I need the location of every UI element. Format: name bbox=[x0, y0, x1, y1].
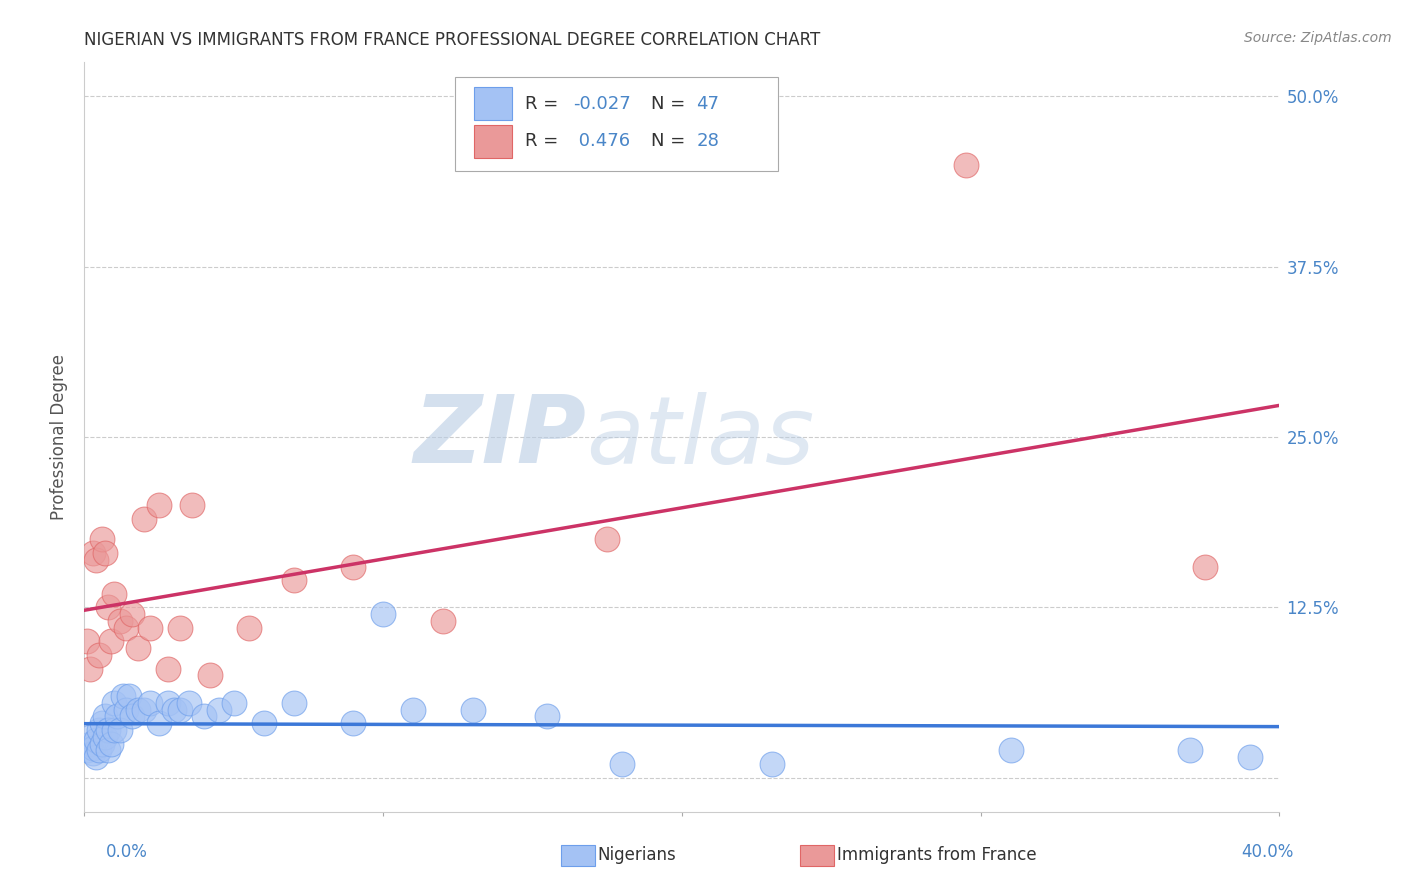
Text: N =: N = bbox=[651, 95, 690, 112]
Text: -0.027: -0.027 bbox=[574, 95, 631, 112]
Point bbox=[596, 533, 619, 547]
Point bbox=[100, 737, 122, 751]
Point bbox=[97, 723, 120, 737]
Point bbox=[110, 614, 132, 628]
Point bbox=[132, 512, 156, 526]
Point bbox=[112, 689, 135, 703]
FancyBboxPatch shape bbox=[456, 78, 778, 171]
Y-axis label: Professional Degree: Professional Degree bbox=[51, 354, 69, 520]
Point bbox=[86, 750, 108, 764]
Point bbox=[94, 730, 117, 744]
Point bbox=[536, 709, 558, 723]
Point bbox=[342, 716, 364, 731]
Point bbox=[1239, 750, 1261, 764]
Point bbox=[157, 662, 180, 676]
Point bbox=[148, 716, 170, 731]
Point bbox=[86, 552, 108, 566]
Text: R =: R = bbox=[526, 132, 564, 150]
Point bbox=[373, 607, 395, 622]
Point bbox=[103, 587, 125, 601]
Point bbox=[91, 737, 114, 751]
Point bbox=[222, 696, 245, 710]
Point bbox=[761, 757, 783, 772]
Point bbox=[91, 716, 114, 731]
Point bbox=[1000, 743, 1022, 757]
Text: R =: R = bbox=[526, 95, 564, 112]
Point bbox=[253, 716, 276, 731]
Point bbox=[208, 702, 231, 716]
Text: 0.0%: 0.0% bbox=[105, 843, 148, 861]
Point bbox=[121, 709, 143, 723]
Point bbox=[91, 533, 114, 547]
Point bbox=[86, 732, 108, 747]
Point bbox=[79, 662, 101, 676]
Point bbox=[181, 498, 204, 512]
Text: Nigerians: Nigerians bbox=[598, 847, 676, 864]
Text: atlas: atlas bbox=[586, 392, 814, 483]
FancyBboxPatch shape bbox=[474, 87, 512, 120]
Point bbox=[115, 702, 138, 716]
Point bbox=[177, 696, 200, 710]
Point bbox=[955, 158, 977, 172]
Point bbox=[127, 702, 149, 716]
Text: ZIP: ZIP bbox=[413, 391, 586, 483]
Point bbox=[283, 573, 305, 587]
Point bbox=[89, 723, 111, 737]
Point bbox=[76, 634, 98, 648]
Text: N =: N = bbox=[651, 132, 690, 150]
Text: 0.476: 0.476 bbox=[574, 132, 630, 150]
Point bbox=[82, 740, 104, 755]
Point bbox=[148, 498, 170, 512]
Point bbox=[121, 607, 143, 622]
Point bbox=[461, 702, 484, 716]
Text: Immigrants from France: Immigrants from France bbox=[837, 847, 1036, 864]
Point bbox=[169, 702, 191, 716]
Point bbox=[169, 621, 191, 635]
Text: Source: ZipAtlas.com: Source: ZipAtlas.com bbox=[1244, 31, 1392, 45]
Point bbox=[612, 757, 634, 772]
Point bbox=[432, 614, 454, 628]
Point bbox=[94, 546, 117, 560]
Point bbox=[94, 709, 117, 723]
Point bbox=[115, 621, 138, 635]
Point bbox=[118, 689, 141, 703]
Point bbox=[198, 668, 221, 682]
Text: 28: 28 bbox=[696, 132, 718, 150]
Point bbox=[103, 696, 125, 710]
Point bbox=[97, 743, 120, 757]
Point bbox=[193, 709, 215, 723]
Point bbox=[82, 746, 104, 760]
Point bbox=[163, 702, 186, 716]
Point bbox=[238, 621, 260, 635]
Point bbox=[110, 723, 132, 737]
Point bbox=[105, 709, 128, 723]
Point bbox=[89, 743, 111, 757]
Point bbox=[283, 696, 305, 710]
Point bbox=[76, 743, 98, 757]
Point bbox=[127, 641, 149, 656]
Point bbox=[1194, 559, 1216, 574]
Point bbox=[139, 621, 162, 635]
Text: 47: 47 bbox=[696, 95, 720, 112]
Point bbox=[100, 634, 122, 648]
Text: NIGERIAN VS IMMIGRANTS FROM FRANCE PROFESSIONAL DEGREE CORRELATION CHART: NIGERIAN VS IMMIGRANTS FROM FRANCE PROFE… bbox=[84, 31, 821, 49]
Text: 40.0%: 40.0% bbox=[1241, 843, 1294, 861]
Point bbox=[157, 696, 180, 710]
Point bbox=[89, 648, 111, 662]
Point bbox=[79, 730, 101, 744]
Point bbox=[139, 696, 162, 710]
FancyBboxPatch shape bbox=[474, 125, 512, 158]
Point bbox=[103, 723, 125, 737]
Point bbox=[82, 546, 104, 560]
Point bbox=[342, 559, 364, 574]
Point bbox=[1178, 743, 1201, 757]
Point bbox=[402, 702, 425, 716]
Point bbox=[132, 702, 156, 716]
Point bbox=[97, 600, 120, 615]
Point bbox=[79, 737, 101, 751]
